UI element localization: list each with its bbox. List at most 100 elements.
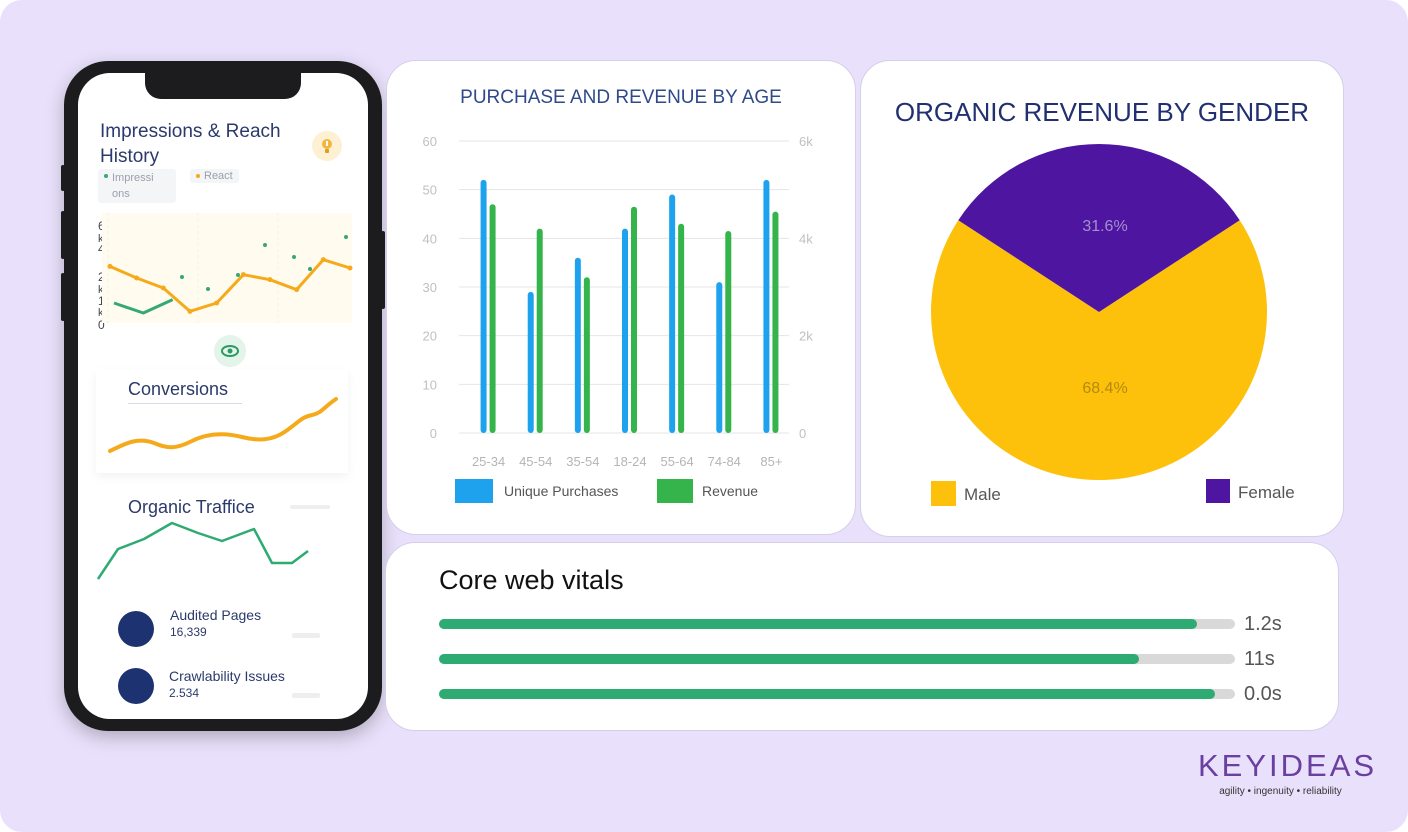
legend-impressions-label: Impressi ons xyxy=(112,172,154,200)
legend-male-swatch xyxy=(931,481,956,506)
eye-icon[interactable] xyxy=(214,335,246,367)
pie-layer: 31.6% 68.4% xyxy=(931,143,1267,480)
crawlability-label: Crawlability Issues xyxy=(169,668,285,684)
reach-point[interactable] xyxy=(240,272,246,278)
conversions-card[interactable]: Conversions xyxy=(96,369,348,473)
keyideas-logo[interactable]: KEYIDEAS agility • ingenuity • reliabili… xyxy=(1198,748,1374,797)
axis-tick-2: 2 xyxy=(98,270,105,284)
bar-category-label: 35-54 xyxy=(566,454,599,469)
bar-ytick-right: 6k xyxy=(799,134,813,149)
reach-point[interactable] xyxy=(107,263,113,269)
pie-slice-male[interactable] xyxy=(931,220,1267,480)
reach-point[interactable] xyxy=(347,265,353,271)
gender-revenue-card: ORGANIC REVENUE BY GENDER 31.6% 68.4% Mal… xyxy=(860,60,1344,537)
bar-unique-purchases[interactable] xyxy=(527,291,534,433)
axis-tick-0: 0 xyxy=(98,318,105,332)
phone-mockup: Impressions & Reach History Impressi ons… xyxy=(61,61,385,731)
bar-ytick-right: 2k xyxy=(799,329,813,344)
legend-female-label: Female xyxy=(1238,483,1295,502)
cwv-fill-2 xyxy=(439,654,1140,664)
legend-purchases-label: Unique Purchases xyxy=(504,483,619,499)
bar-unique-purchases[interactable] xyxy=(669,194,676,433)
phone-volume-up xyxy=(61,211,65,259)
bar-revenue[interactable] xyxy=(678,223,685,433)
bar-revenue[interactable] xyxy=(631,206,637,433)
organic-traffic-line xyxy=(96,521,309,580)
bar-ytick-left: 50 xyxy=(423,183,437,198)
bar-ytick-left: 0 xyxy=(430,426,437,441)
axis-tick-6: 6 xyxy=(98,219,105,233)
reach-point[interactable] xyxy=(134,275,140,281)
cwv-track-1 xyxy=(439,619,1235,629)
impressions-point[interactable] xyxy=(308,267,312,271)
bar-ytick-left: 20 xyxy=(423,329,437,344)
bar-chart-title: PURCHASE AND REVENUE BY AGE xyxy=(460,87,782,108)
organic-traffic-sparkline xyxy=(96,521,309,580)
bar-revenue[interactable] xyxy=(725,231,732,433)
pie-chart-title: ORGANIC REVENUE BY GENDER xyxy=(894,97,1310,127)
conversions-underline xyxy=(128,403,242,404)
conversions-line xyxy=(108,397,338,453)
reach-point[interactable] xyxy=(294,287,300,293)
reach-point[interactable] xyxy=(187,308,193,314)
bar-unique-purchases[interactable] xyxy=(574,257,581,433)
bar-ytick-left: 30 xyxy=(423,280,437,295)
cwv-value-3: 0.0s xyxy=(1244,683,1282,705)
phone-power-button xyxy=(381,231,385,309)
bar-unique-purchases[interactable] xyxy=(763,179,770,433)
audited-pages-value: 16,339 xyxy=(170,625,207,639)
bar-unique-purchases[interactable] xyxy=(622,228,628,433)
bar-category-label: 55-64 xyxy=(661,454,694,469)
legend-impressions: Impressi ons xyxy=(98,169,176,203)
impressions-point[interactable] xyxy=(292,255,296,259)
organic-traffic-card[interactable]: Organic Traffice xyxy=(96,487,348,597)
bar-ytick-right: 0 xyxy=(799,426,806,441)
logo-tagline: agility • ingenuity • reliability xyxy=(1219,786,1342,797)
bar-chart: 0 10 20 30 40 50 60 0 2k 4k 6k 25-34 45-54 35-54 18-24… xyxy=(423,134,814,469)
pie-label-male: 68.4% xyxy=(1082,380,1127,397)
audited-pages-placeholder-bar xyxy=(292,633,320,638)
cwv-fill-3 xyxy=(439,689,1216,699)
bar-ytick-left: 10 xyxy=(423,377,437,392)
bar-revenue[interactable] xyxy=(536,228,543,433)
legend-reach-dot xyxy=(196,174,200,179)
legend-impressions-dot xyxy=(104,174,108,179)
impressions-reach-chart xyxy=(102,213,353,323)
bar-revenue[interactable] xyxy=(583,277,590,433)
bar-bars xyxy=(480,179,779,433)
pie-slice-female[interactable] xyxy=(958,143,1240,312)
phone-screen: Impressions & Reach History Impressi ons… xyxy=(78,73,368,719)
cwv-value-1: 1.2s xyxy=(1244,613,1282,635)
lightbulb-icon[interactable] xyxy=(312,131,342,161)
bar-unique-purchases[interactable] xyxy=(480,179,487,433)
impressions-point[interactable] xyxy=(344,235,348,239)
audited-pages-avatar xyxy=(118,611,154,647)
impressions-point[interactable] xyxy=(180,275,184,279)
legend-reach-label: React xyxy=(204,170,233,182)
impressions-point[interactable] xyxy=(236,273,240,277)
bar-ytick-left: 60 xyxy=(423,134,437,149)
core-web-vitals-title: Core web vitals xyxy=(439,565,624,595)
phone-line-layer xyxy=(107,235,353,315)
axis-tick-1: 1 xyxy=(98,294,105,308)
bar-unique-purchases[interactable] xyxy=(716,282,723,433)
reach-point[interactable] xyxy=(214,300,220,306)
reach-point[interactable] xyxy=(160,285,166,291)
reach-point[interactable] xyxy=(320,257,326,263)
crawlability-value: 2.534 xyxy=(169,686,200,700)
legend-reach: React xyxy=(190,169,239,183)
reach-point[interactable] xyxy=(267,277,273,283)
bar-revenue[interactable] xyxy=(489,204,496,433)
impressions-point[interactable] xyxy=(263,243,267,247)
legend-female-swatch xyxy=(1206,479,1230,503)
crawlability-placeholder-bar xyxy=(292,693,320,698)
legend-male-label: Male xyxy=(964,485,1001,504)
phone-mute-switch xyxy=(61,165,65,191)
impressions-point[interactable] xyxy=(206,287,210,291)
axis-tick-k2: k xyxy=(98,284,104,296)
bar-revenue[interactable] xyxy=(772,211,779,433)
bar-ytick-left: 40 xyxy=(423,231,437,246)
conversions-sparkline xyxy=(108,397,338,453)
bar-category-label: 18-24 xyxy=(613,454,646,469)
